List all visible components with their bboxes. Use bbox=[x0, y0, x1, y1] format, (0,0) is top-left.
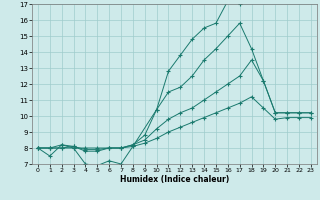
X-axis label: Humidex (Indice chaleur): Humidex (Indice chaleur) bbox=[120, 175, 229, 184]
